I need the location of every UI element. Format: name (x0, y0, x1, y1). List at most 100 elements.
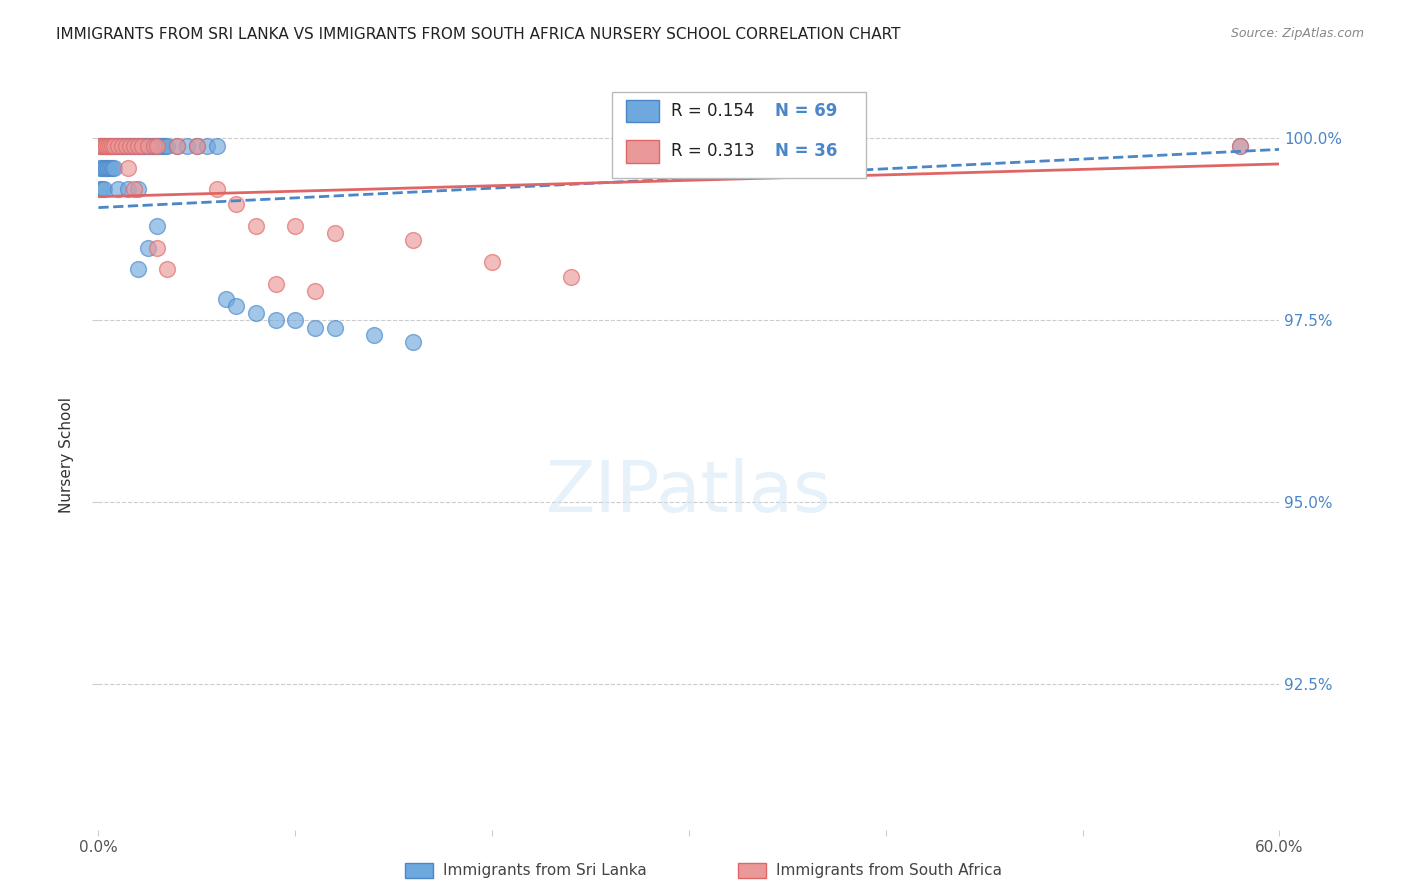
Point (402, 335, 425, 350)
Point (96, 138, 118, 153)
Point (136, 138, 159, 153)
Point (91, 161, 114, 175)
Point (91, 182, 114, 196)
Point (97, 138, 120, 153)
Point (136, 241, 159, 255)
Point (118, 138, 141, 153)
Point (127, 182, 149, 196)
Point (264, 277, 287, 291)
Point (117, 161, 139, 175)
Point (155, 138, 177, 153)
Point (225, 197, 247, 211)
Point (103, 138, 125, 153)
Point (118, 138, 141, 153)
Point (225, 299, 247, 313)
Point (141, 138, 163, 153)
Point (166, 138, 188, 153)
Point (131, 138, 153, 153)
Point (284, 219, 307, 233)
Point (103, 138, 125, 153)
Point (89, 138, 111, 153)
Point (142, 138, 165, 153)
Point (128, 138, 150, 153)
Point (125, 138, 148, 153)
Point (142, 138, 165, 153)
Point (481, 255, 503, 269)
Text: Source: ZipAtlas.com: Source: ZipAtlas.com (1230, 27, 1364, 40)
Point (146, 219, 169, 233)
Point (284, 313, 307, 327)
Point (101, 138, 124, 153)
Point (117, 138, 139, 153)
Point (195, 138, 218, 153)
Point (111, 138, 134, 153)
Text: Immigrants from South Africa: Immigrants from South Africa (776, 863, 1002, 878)
Point (89, 182, 111, 196)
Point (93, 182, 115, 196)
Point (131, 138, 153, 153)
Point (122, 138, 145, 153)
Point (166, 138, 188, 153)
FancyBboxPatch shape (612, 92, 866, 178)
Point (122, 182, 145, 196)
Point (215, 292, 238, 306)
FancyBboxPatch shape (626, 140, 659, 162)
Point (152, 138, 174, 153)
Point (156, 262, 179, 277)
Point (112, 138, 135, 153)
Point (107, 138, 129, 153)
Point (186, 138, 208, 153)
Text: N = 69: N = 69 (775, 102, 838, 120)
Point (136, 138, 159, 153)
Point (127, 262, 149, 277)
Point (107, 138, 129, 153)
Point (103, 161, 125, 175)
Point (91, 138, 114, 153)
Point (127, 138, 149, 153)
Point (117, 182, 139, 196)
Point (121, 138, 143, 153)
Point (245, 306, 267, 320)
Point (264, 313, 287, 327)
Point (108, 138, 131, 153)
Point (148, 138, 170, 153)
Point (93, 138, 115, 153)
Text: R = 0.313: R = 0.313 (671, 143, 755, 161)
Point (97, 138, 120, 153)
Point (156, 138, 179, 153)
Point (101, 138, 124, 153)
Point (145, 138, 167, 153)
Point (96, 138, 118, 153)
Point (560, 269, 582, 284)
Point (205, 182, 228, 196)
Point (105, 138, 128, 153)
Point (186, 138, 208, 153)
Text: R = 0.154: R = 0.154 (671, 102, 755, 120)
Text: ZIPatlas: ZIPatlas (546, 458, 832, 527)
Point (101, 161, 124, 175)
Point (122, 138, 145, 153)
Point (135, 138, 157, 153)
Point (245, 219, 267, 233)
Point (89, 161, 111, 175)
Point (304, 320, 326, 334)
Point (150, 138, 173, 153)
FancyBboxPatch shape (626, 100, 659, 122)
Point (176, 138, 198, 153)
Point (132, 138, 155, 153)
Point (127, 138, 149, 153)
Point (98, 138, 121, 153)
Point (1229, 138, 1251, 153)
Point (96, 161, 118, 175)
Point (91, 138, 114, 153)
Point (323, 226, 346, 240)
Point (111, 138, 134, 153)
Point (115, 138, 138, 153)
Point (304, 285, 326, 299)
Text: N = 36: N = 36 (775, 143, 838, 161)
Point (115, 138, 138, 153)
Point (89, 138, 111, 153)
Point (146, 138, 169, 153)
Point (323, 320, 346, 334)
Point (107, 182, 129, 196)
